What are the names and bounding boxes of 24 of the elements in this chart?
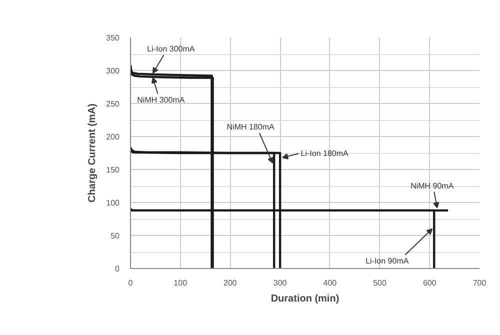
y-tick-label: 200: [106, 132, 120, 142]
x-tick-label: 500: [373, 278, 388, 288]
annotation: NiMH 90mA: [410, 181, 454, 190]
x-tick-label: 100: [174, 278, 188, 288]
x-tick-label: 200: [224, 278, 238, 288]
y-tick-label: 250: [106, 100, 120, 108]
y-tick-label: 300: [106, 66, 120, 76]
y-tick-label: 350: [106, 34, 120, 42]
x-tick-label: 600: [422, 278, 437, 288]
annotation: Li-Ion 180mA: [300, 149, 350, 158]
y-tick-label: 100: [106, 198, 120, 208]
annotation: Li-Ion 90mA: [366, 256, 410, 266]
x-tick-label: 300: [273, 278, 288, 288]
x-tick-label: 400: [323, 278, 338, 288]
annotation: NiMH 300mA: [137, 95, 186, 104]
x-axis-title: Duration (min): [270, 294, 340, 304]
x-tick-label: 700: [472, 278, 487, 288]
annotation: Li-Ion 300mA: [147, 44, 196, 54]
y-tick-label: 50: [110, 232, 120, 240]
annotation: NiMH 180mA: [226, 122, 276, 132]
y-axis-title: Charge Current (mA): [87, 104, 98, 202]
x-tick-label: 0: [128, 278, 134, 288]
y-tick-label: 0: [115, 264, 120, 274]
y-tick-label: 150: [106, 166, 120, 174]
